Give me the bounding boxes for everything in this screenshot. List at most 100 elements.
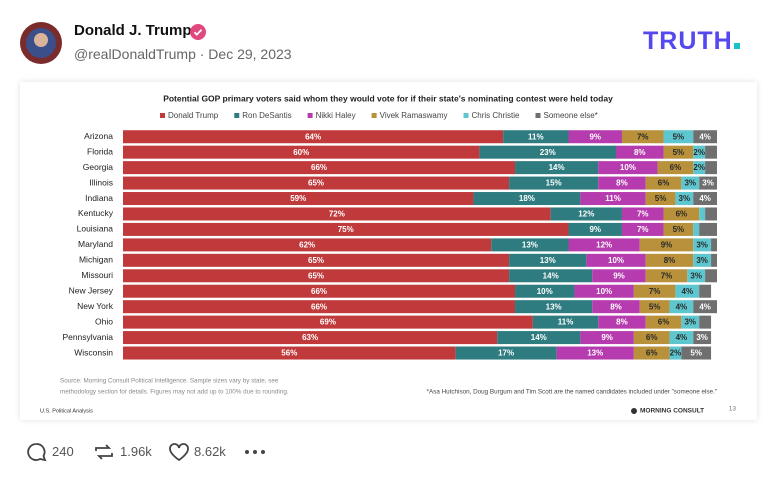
bar-segment — [645, 192, 676, 206]
bar-segment — [693, 222, 700, 236]
data-label: 3% — [696, 240, 708, 249]
bar-segment — [711, 253, 717, 267]
legend-label: Chris Christie — [472, 111, 521, 120]
chart: Potential GOP primary voters said whom t… — [40, 93, 736, 414]
bar-segment — [616, 145, 664, 159]
bar-segment — [633, 331, 670, 345]
data-label: 9% — [601, 333, 613, 342]
data-label: 3% — [679, 194, 691, 203]
y-tick-label: Illinois — [89, 177, 113, 187]
y-tick-label: Missouri — [81, 270, 113, 280]
data-label: 13% — [546, 302, 562, 311]
bar-segment — [669, 331, 694, 345]
y-tick-label: Michigan — [79, 255, 113, 265]
data-label: 8% — [616, 179, 628, 188]
data-label: 5% — [673, 148, 685, 157]
section-label: U.S. Political Analysis — [40, 408, 93, 414]
data-label: 10% — [537, 287, 553, 296]
bar-segment — [515, 161, 599, 175]
data-label: 3% — [696, 256, 708, 265]
bar-segment — [693, 238, 712, 252]
legend-label: Donald Trump — [168, 111, 219, 120]
bar-segment — [621, 222, 664, 236]
handle-date[interactable]: @realDonaldTrump · Dec 29, 2023 — [74, 46, 292, 62]
bar-segment — [705, 207, 717, 221]
bar-segment — [693, 300, 717, 314]
data-label: 23% — [540, 148, 556, 157]
data-label: 13% — [540, 256, 556, 265]
data-label: 7% — [637, 132, 649, 141]
data-label: 62% — [299, 240, 315, 249]
data-label: 9% — [661, 240, 673, 249]
bar-segment — [568, 222, 622, 236]
more-icon[interactable] — [244, 446, 266, 458]
data-label: 6% — [658, 179, 670, 188]
data-label: 56% — [281, 349, 297, 358]
data-label: 14% — [543, 271, 559, 280]
brand-mark — [631, 408, 637, 414]
bar-segment — [645, 269, 688, 283]
bar-segment — [681, 176, 700, 190]
verified-badge — [190, 24, 206, 40]
data-label: 10% — [620, 163, 636, 172]
y-tick-label: Pennsylvania — [62, 332, 113, 342]
data-label: 3% — [696, 333, 708, 342]
data-label: 8% — [634, 148, 646, 157]
y-tick-label: Wisconsin — [74, 347, 113, 357]
bar-segment — [592, 269, 646, 283]
bar-segment — [123, 346, 456, 360]
data-label: 13% — [587, 349, 603, 358]
data-label: 3% — [684, 318, 696, 327]
bar-segment — [645, 176, 682, 190]
data-label: 2% — [693, 163, 705, 172]
bar-segment — [509, 176, 599, 190]
bar-segment — [123, 130, 504, 144]
reply-icon[interactable] — [24, 441, 48, 463]
repost-icon[interactable] — [92, 441, 116, 463]
author[interactable]: Donald J. Trump — [74, 22, 192, 39]
bar-segment — [123, 222, 569, 236]
like-count: 8.62k — [194, 444, 226, 459]
reply-count: 240 — [52, 444, 74, 459]
bar-segment — [705, 161, 717, 175]
data-label: 4% — [676, 333, 688, 342]
logo[interactable]: TRUTH — [643, 27, 740, 56]
data-label: 4% — [699, 132, 711, 141]
chart-card: Potential GOP primary voters said whom t… — [20, 82, 757, 420]
data-label: 64% — [305, 132, 321, 141]
bar-segment — [123, 176, 510, 190]
bar-segment — [669, 346, 682, 360]
bar-segment — [123, 253, 510, 267]
data-label: 66% — [311, 163, 327, 172]
avatar[interactable] — [20, 22, 62, 64]
data-label: 4% — [676, 302, 688, 311]
bar-segment — [663, 130, 694, 144]
data-label: 7% — [649, 287, 661, 296]
bar-segment — [123, 269, 510, 283]
bar-segment — [123, 145, 480, 159]
bar-segment — [532, 315, 599, 329]
logo-dot — [733, 43, 740, 49]
data-label: 3% — [690, 271, 702, 280]
data-label: 66% — [311, 302, 327, 311]
bar-segment — [669, 300, 694, 314]
data-label: 4% — [682, 287, 694, 296]
data-label: 7% — [637, 225, 649, 234]
like-icon[interactable] — [167, 441, 191, 463]
data-label: 72% — [329, 210, 345, 219]
bar-segment — [568, 238, 640, 252]
data-label: 9% — [589, 132, 601, 141]
bar-segment — [693, 331, 712, 345]
data-label: 65% — [308, 256, 324, 265]
bar-segment — [123, 207, 551, 221]
bar-segment — [574, 284, 634, 298]
legend-swatch — [234, 113, 240, 118]
legend-label: Ron DeSantis — [242, 111, 291, 120]
bar-segment — [509, 253, 587, 267]
data-label: 6% — [658, 318, 670, 327]
data-label: 5% — [690, 349, 702, 358]
data-label: 6% — [646, 349, 658, 358]
data-label: 13% — [522, 240, 538, 249]
bar-segment — [675, 192, 694, 206]
